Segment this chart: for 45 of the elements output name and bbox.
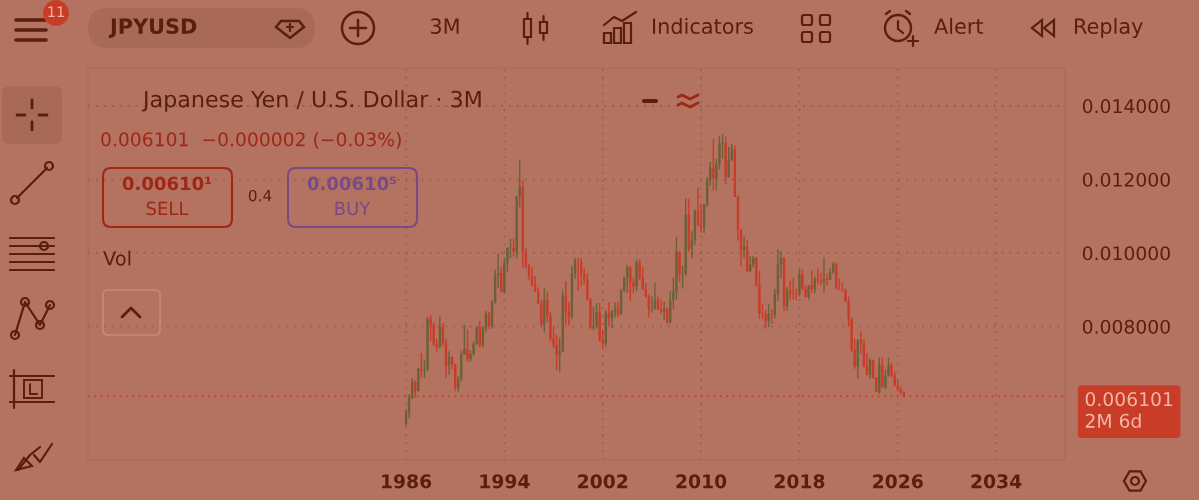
annotation: Vol [103,250,131,266]
y-tick-label: 0.012000 [1082,172,1170,187]
x-tick-label: 2010 [676,474,727,489]
x-tick-label: 2018 [774,474,825,489]
x-tick-label: 2026 [873,474,923,489]
candlestick [663,300,666,321]
ref-line-label: 0.006101 2M 6d [1085,392,1173,428]
candlestick [512,237,515,258]
text: 11 [48,6,64,18]
candlestick [659,298,663,315]
candlestick [724,136,727,185]
candlestick [466,329,469,363]
candlestick [635,258,638,292]
candlestick [420,352,423,378]
annotation: 0.4 [248,189,272,202]
text: Alert [934,17,984,35]
candlestick [595,302,598,330]
text: JPYUSD [108,18,197,38]
text: Replay [1075,17,1143,39]
candlestick [767,303,770,328]
y-tick-label: 0.010000 [1082,246,1170,261]
candlestick [417,367,420,393]
x-tick-label: 1994 [480,474,530,489]
annotation: 0.00610⁵ [307,176,397,191]
candlestick [807,284,810,301]
text: Indicators [653,17,753,35]
x-tick-label: 2002 [578,474,628,489]
candlestick [629,265,632,302]
candlestick [429,314,432,342]
y-tick-label: 0.008000 [1082,319,1170,334]
annotation: 0.00610¹ [122,176,212,191]
candlestick [678,250,681,283]
candlestick [881,356,884,389]
annotation: BUY [335,201,371,216]
y-tick-label: 0.014000 [1082,99,1170,114]
x-tick-label: 1986 [382,474,432,489]
x-tick-label: 2034 [971,474,1022,489]
candlestick [712,137,715,192]
annotation: SELL [146,201,189,216]
candlestick [798,268,801,298]
candlestick [592,305,595,331]
candlestick [576,257,580,292]
text: 3M [430,18,459,35]
text: 0.006101 −0.000002 (−0.03%) [101,131,401,149]
text: Japanese Yen / U.S. Dollar · 3M [141,90,481,112]
